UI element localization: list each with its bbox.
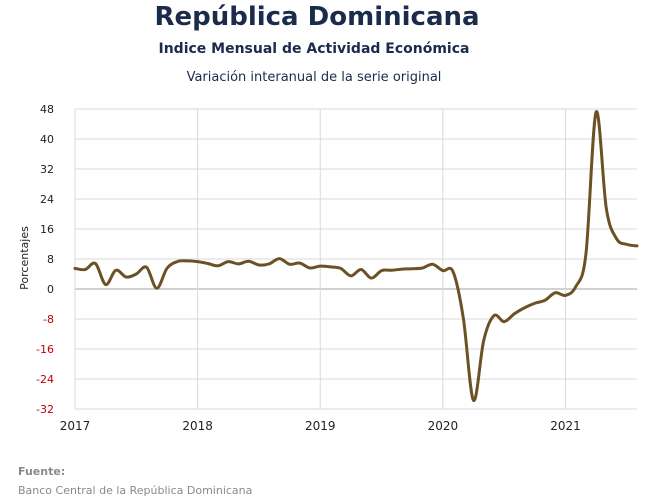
- source-text: Banco Central de la República Dominicana: [18, 484, 253, 497]
- chart-description: Variación interanual de la serie origina…: [186, 70, 442, 85]
- y-axis-label: Porcentajes: [18, 226, 31, 290]
- axes: 48 40 32 24 16 8 0 -8 -16 -24 -32 2017 2018 2019 2020 2…: [36, 103, 637, 433]
- grid: [74, 108, 637, 410]
- x-tick-label: 2020: [428, 419, 459, 433]
- series: [73, 110, 639, 402]
- y-tick-label: 16: [40, 223, 54, 236]
- series-line: [73, 110, 639, 402]
- x-tick-label: 2017: [60, 419, 91, 433]
- x-tick-label: 2019: [305, 419, 336, 433]
- y-tick-label: -16: [36, 343, 54, 356]
- y-tick-label: 32: [40, 163, 54, 176]
- chart-title: República Dominicana: [154, 2, 480, 32]
- y-tick-label: 48: [40, 103, 54, 116]
- x-tick-label: 2021: [550, 419, 581, 433]
- source-label: Fuente:: [18, 465, 66, 478]
- y-tick-label: 40: [40, 133, 54, 146]
- y-tick-label: -32: [36, 403, 54, 416]
- x-tick-label: 2018: [182, 419, 213, 433]
- y-tick-label: 8: [47, 253, 54, 266]
- y-tick-label: 24: [40, 193, 54, 206]
- y-tick-label: -24: [36, 373, 54, 386]
- y-tick-label: -8: [43, 313, 54, 326]
- chart-subtitle: Indice Mensual de Actividad Económica: [158, 41, 470, 57]
- y-tick-label: 0: [47, 283, 54, 296]
